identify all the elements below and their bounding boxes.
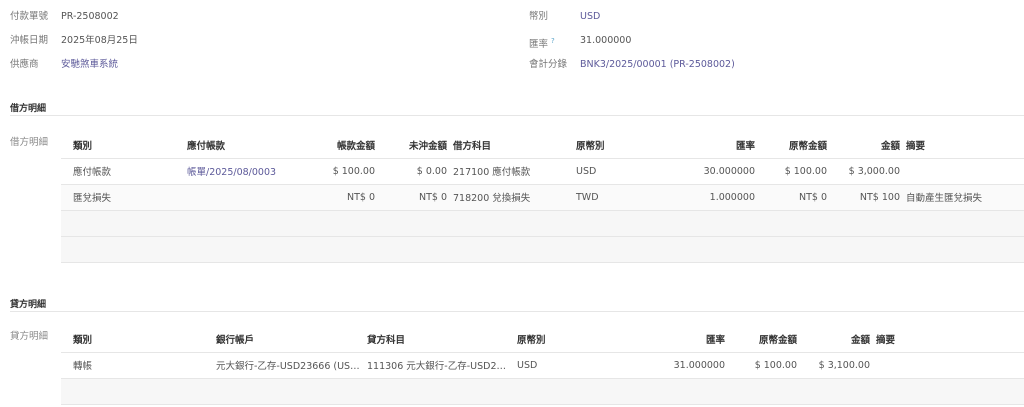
- credit-table: 類別 銀行帳戶 貸方科目 原幣別 匯率 原幣金額 金額 摘要 轉帳 元大銀行-乙…: [61, 326, 1024, 405]
- vendor-label: 供應商: [10, 59, 39, 70]
- cell-rate: 1.000000: [680, 184, 758, 211]
- col-rate[interactable]: 匯率: [680, 132, 758, 159]
- cell-residual: NT$ 0: [378, 184, 450, 211]
- rate-value: 31.000000: [580, 35, 632, 46]
- cell-debit-account: 718200 兌換損失: [450, 184, 573, 211]
- cell-bank-account: 元大銀行-乙存-USD23666 (USD): [213, 352, 364, 379]
- cell-memo: [903, 158, 1024, 185]
- cell-type: 轉帳: [61, 352, 213, 379]
- credit-header-row: 類別 銀行帳戶 貸方科目 原幣別 匯率 原幣金額 金額 摘要: [61, 326, 1024, 353]
- cell-bill-amount: $ 100.00: [300, 158, 378, 185]
- table-row[interactable]: 應付帳款 帳單/2025/08/0003 $ 100.00 $ 0.00 217…: [61, 158, 1024, 185]
- col-credit-account[interactable]: 貸方科目: [364, 326, 514, 353]
- cell-orig-amount: $ 100.00: [758, 158, 830, 185]
- payment-no-label: 付款單號: [10, 11, 49, 22]
- col-residual[interactable]: 未沖金額: [378, 132, 450, 159]
- col-amount[interactable]: 金額: [800, 326, 873, 353]
- cell-bill-amount: NT$ 0: [300, 184, 378, 211]
- col-orig-currency[interactable]: 原幣別: [514, 326, 650, 353]
- debit-section-title: 借方明細: [10, 104, 47, 114]
- credit-field-label: 貸方明細: [10, 331, 49, 342]
- col-amount[interactable]: 金額: [830, 132, 903, 159]
- empty-row: [61, 236, 1024, 263]
- col-rate[interactable]: 匯率: [650, 326, 728, 353]
- col-memo[interactable]: 摘要: [873, 326, 1024, 353]
- cell-credit-account: 111306 元大銀行-乙存-USD23666 (USD): [364, 352, 514, 379]
- col-orig-amount[interactable]: 原幣金額: [728, 326, 800, 353]
- col-memo[interactable]: 摘要: [903, 132, 1024, 159]
- journal-link[interactable]: BNK3/2025/00001 (PR-2508002): [580, 59, 735, 70]
- empty-row: [61, 378, 1024, 405]
- cell-payable-link[interactable]: 帳單/2025/08/0003: [184, 158, 300, 185]
- col-bill-amount[interactable]: 帳款金額: [300, 132, 378, 159]
- col-type[interactable]: 類別: [61, 326, 213, 353]
- debit-divider: [10, 115, 1024, 116]
- rate-label: 匯率 ?: [529, 34, 555, 51]
- col-bank-account[interactable]: 銀行帳戶: [213, 326, 364, 353]
- journal-label: 會計分錄: [529, 59, 568, 70]
- cell-memo: 自動產生匯兌損失: [903, 184, 1024, 211]
- date-label: 沖帳日期: [10, 35, 49, 46]
- table-row[interactable]: 轉帳 元大銀行-乙存-USD23666 (USD) 111306 元大銀行-乙存…: [61, 352, 1024, 379]
- col-orig-amount[interactable]: 原幣金額: [758, 132, 830, 159]
- cell-orig-amount: NT$ 0: [758, 184, 830, 211]
- cell-type: 應付帳款: [61, 158, 184, 185]
- cell-orig-currency: TWD: [573, 184, 680, 211]
- table-row[interactable]: 匯兌損失 NT$ 0 NT$ 0 718200 兌換損失 TWD 1.00000…: [61, 184, 1024, 211]
- vendor-link[interactable]: 安馳煞車系統: [61, 59, 119, 70]
- col-debit-account[interactable]: 借方科目: [450, 132, 573, 159]
- debit-header-row: 類別 應付帳款 帳款金額 未沖金額 借方科目 原幣別 匯率 原幣金額 金額 摘要: [61, 132, 1024, 159]
- cell-type: 匯兌損失: [61, 184, 184, 211]
- col-type[interactable]: 類別: [61, 132, 184, 159]
- cell-orig-currency: USD: [514, 352, 650, 379]
- col-orig-currency[interactable]: 原幣別: [573, 132, 680, 159]
- cell-orig-currency: USD: [573, 158, 680, 185]
- empty-row: [61, 210, 1024, 237]
- cell-payable: [184, 184, 300, 211]
- cell-amount: $ 3,100.00: [800, 352, 873, 379]
- cell-amount: $ 3,000.00: [830, 158, 903, 185]
- currency-label: 幣別: [529, 11, 549, 22]
- cell-rate: 31.000000: [650, 352, 728, 379]
- credit-divider: [10, 311, 1024, 312]
- cell-debit-account: 217100 應付帳款: [450, 158, 573, 185]
- col-payable[interactable]: 應付帳款: [184, 132, 300, 159]
- cell-memo: [873, 352, 1024, 379]
- cell-rate: 30.000000: [680, 158, 758, 185]
- currency-link[interactable]: USD: [580, 11, 601, 22]
- cell-residual: $ 0.00: [378, 158, 450, 185]
- debit-field-label: 借方明細: [10, 137, 49, 148]
- debit-table: 類別 應付帳款 帳款金額 未沖金額 借方科目 原幣別 匯率 原幣金額 金額 摘要…: [61, 132, 1024, 263]
- payment-no-value: PR-2508002: [61, 11, 119, 22]
- date-value: 2025年08月25日: [61, 35, 138, 46]
- cell-amount: NT$ 100: [830, 184, 903, 211]
- rate-label-text: 匯率: [529, 39, 549, 51]
- credit-section-title: 貸方明細: [10, 300, 47, 310]
- cell-orig-amount: $ 100.00: [728, 352, 800, 379]
- help-icon[interactable]: ?: [551, 37, 555, 45]
